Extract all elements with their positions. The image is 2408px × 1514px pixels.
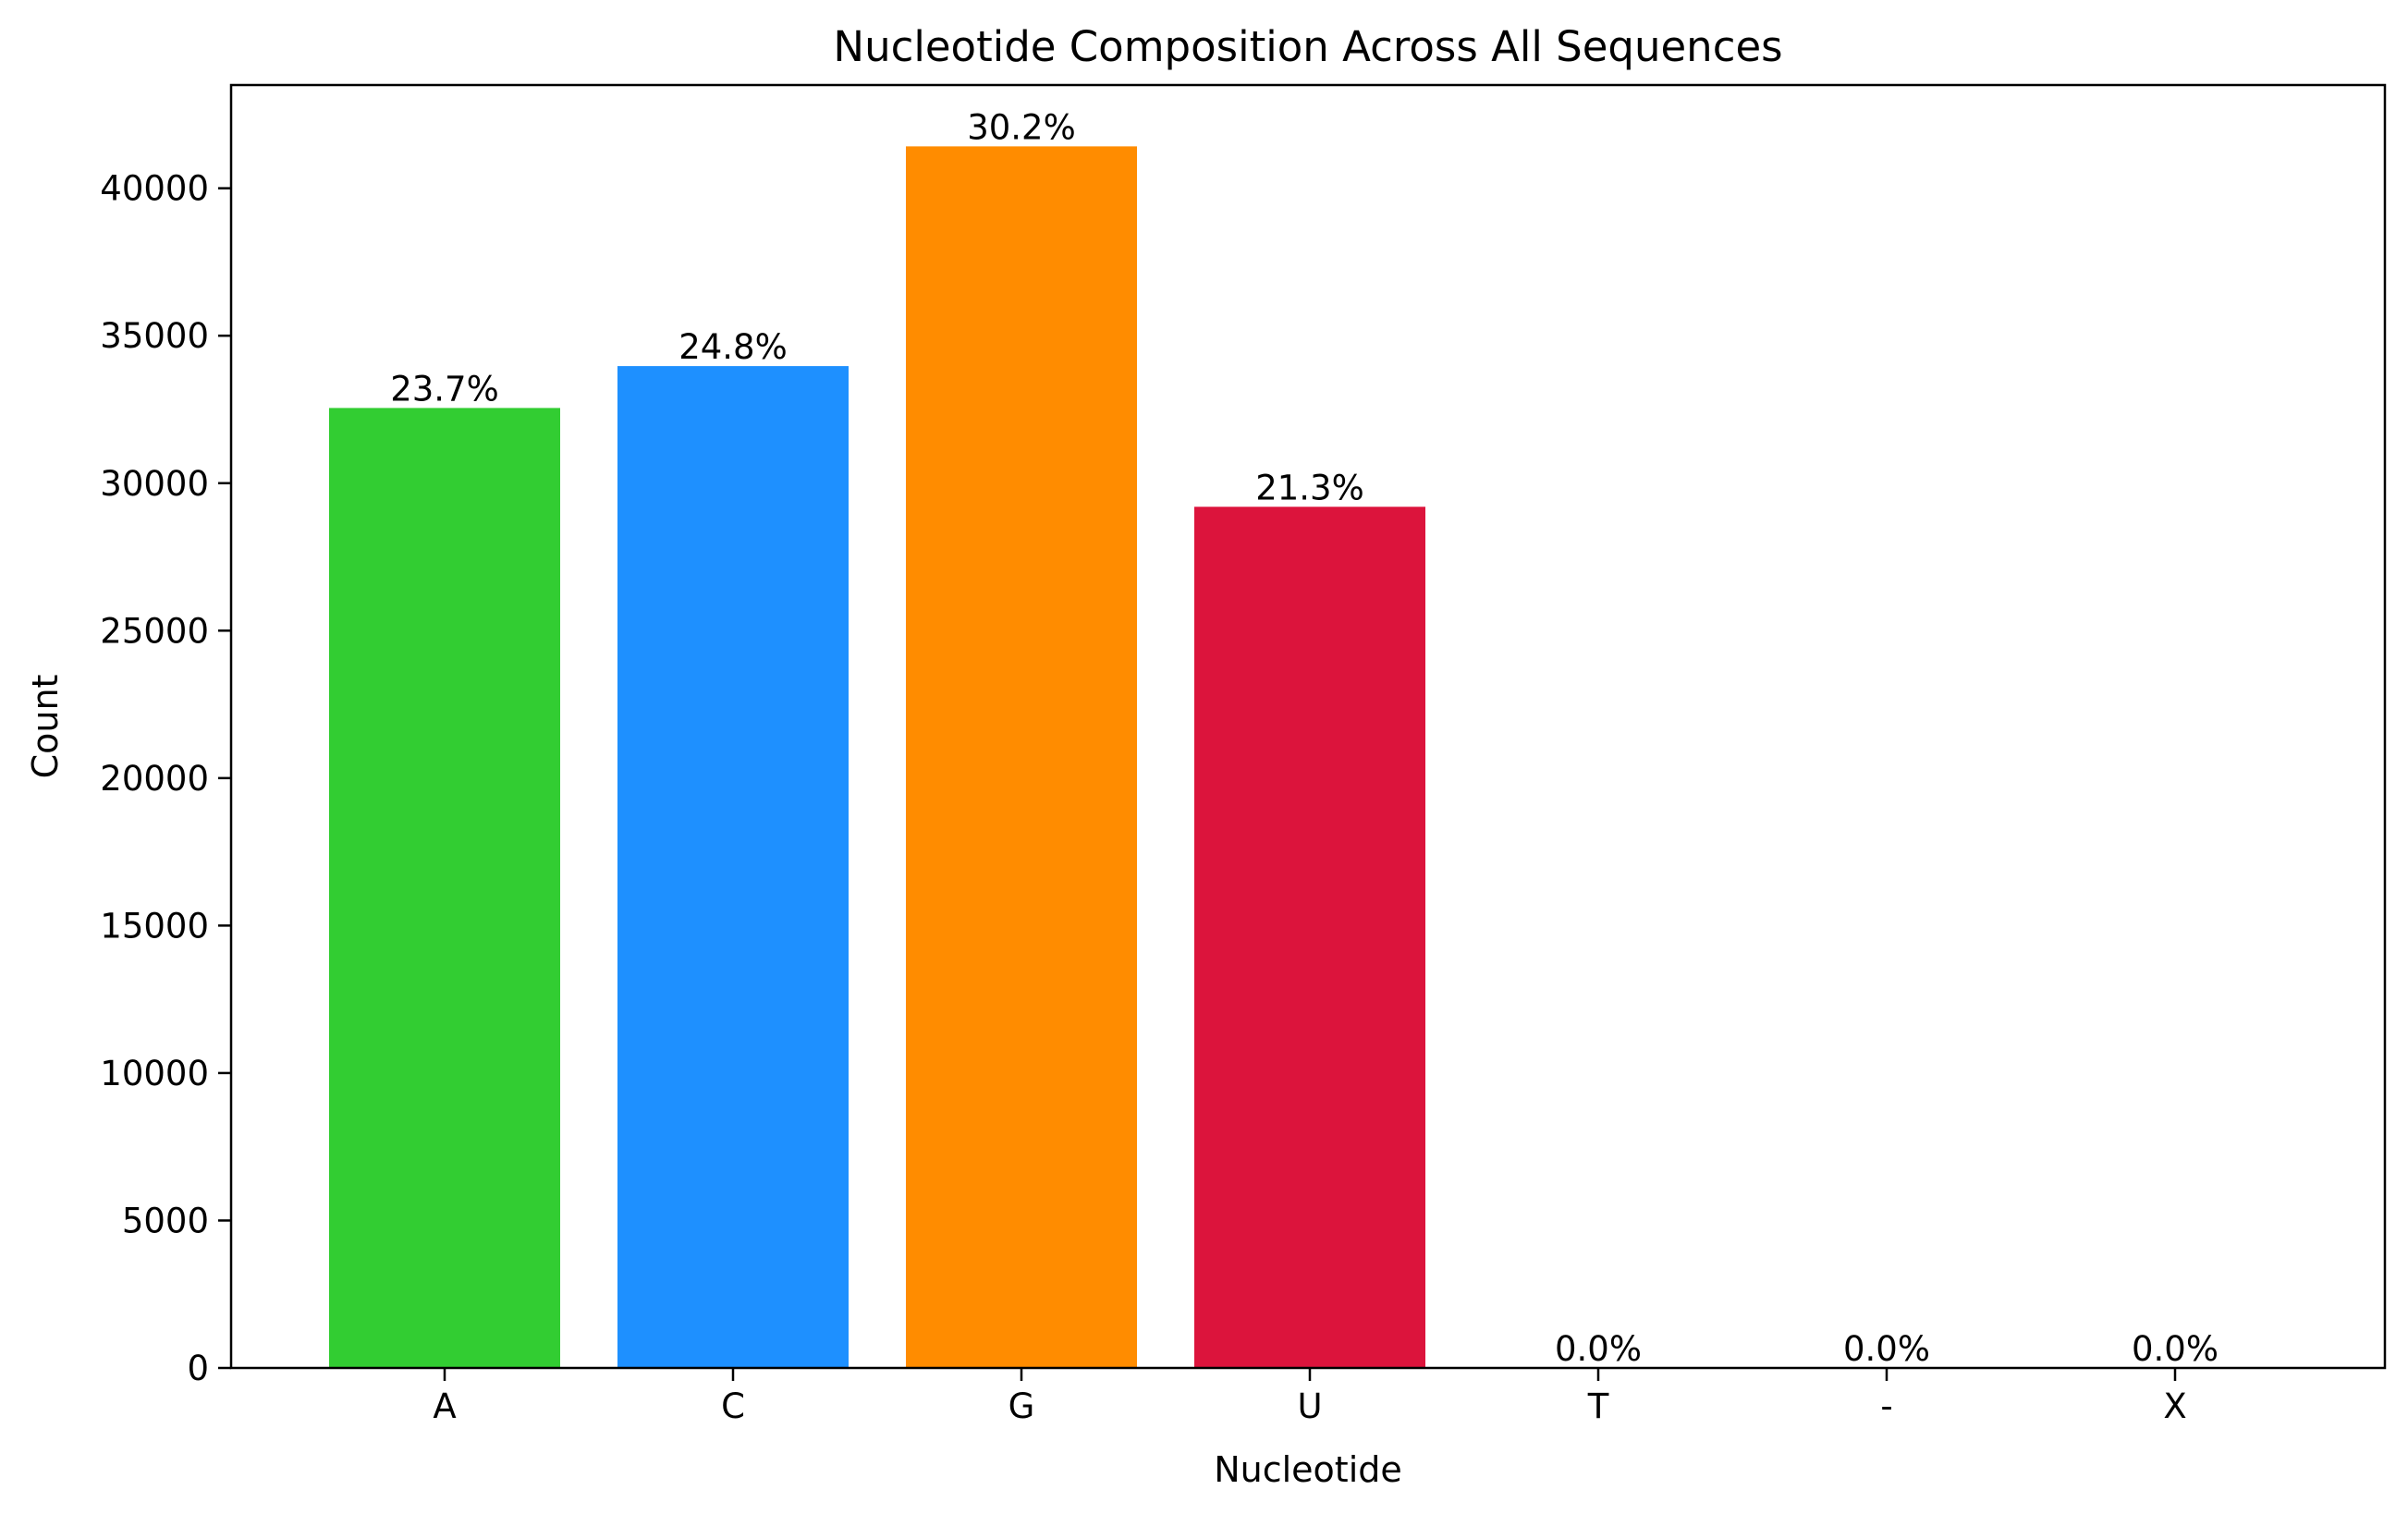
data-label: 0.0% [1843,1329,1930,1369]
bar-a [329,408,560,1369]
x-tick-label: U [1297,1386,1322,1426]
x-tick-label: C [721,1386,745,1426]
data-label: 0.0% [1555,1329,1642,1369]
y-axis: 0 5000 10000 15000 20000 25000 30000 35000 40000 [100,169,231,1388]
y-tick-label: 10000 [100,1054,209,1093]
x-axis-label: Nucleotide [1214,1449,1402,1490]
data-label: 0.0% [2132,1329,2219,1369]
y-axis-label: Count [25,675,66,779]
y-tick-label: 35000 [100,316,209,356]
chart-title: Nucleotide Composition Across All Sequen… [833,22,1782,71]
data-label: 21.3% [1255,468,1364,507]
x-tick-label: G [1008,1386,1035,1426]
y-tick-label: 0 [187,1349,209,1388]
bars-group [329,146,1425,1369]
x-tick-label: T [1587,1386,1609,1426]
plot-frame [229,83,2387,1370]
data-label: 30.2% [967,107,1076,147]
y-tick-label: 30000 [100,464,209,504]
x-tick-label: A [433,1386,456,1426]
data-label: 24.8% [678,327,788,367]
data-label: 23.7% [390,369,499,409]
y-tick-label: 25000 [100,611,209,651]
y-tick-label: 5000 [122,1201,209,1240]
bar-u [1194,507,1425,1368]
y-tick-label: 20000 [100,759,209,799]
x-tick-label: X [2163,1386,2186,1426]
bar-g [906,146,1137,1368]
y-tick-label: 40000 [100,169,209,209]
data-labels-group: 23.7% 24.8% 30.2% 21.3% 0.0% 0.0% 0.0% [390,107,2219,1369]
bar-c [617,366,849,1368]
x-tick-label: - [1880,1386,1892,1426]
y-tick-label: 15000 [100,906,209,946]
